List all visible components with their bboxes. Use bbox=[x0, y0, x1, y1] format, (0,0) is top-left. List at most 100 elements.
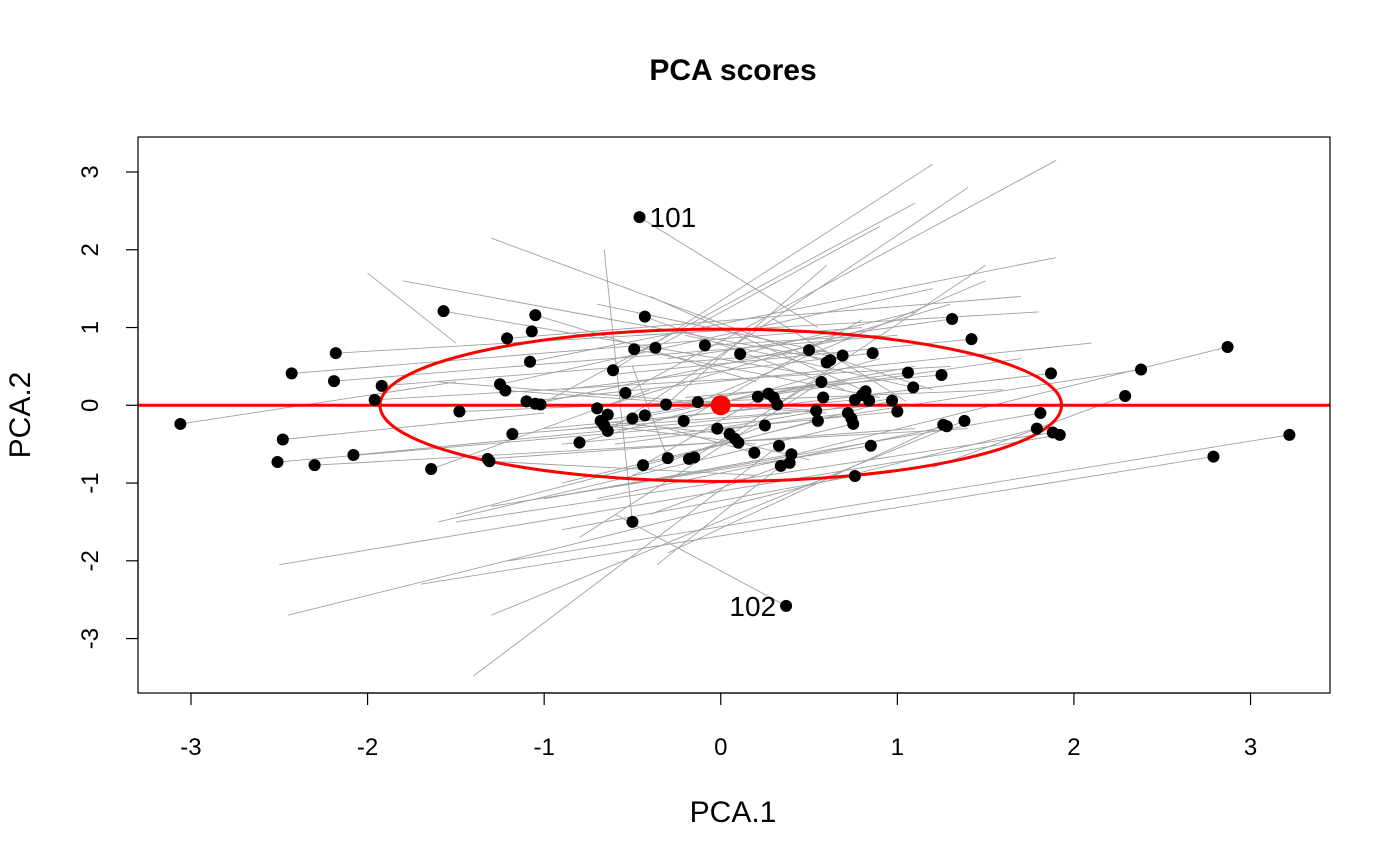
data-point bbox=[638, 310, 651, 323]
data-point bbox=[276, 433, 289, 446]
data-point bbox=[863, 394, 876, 407]
segment-line bbox=[507, 295, 1021, 339]
data-point bbox=[368, 393, 381, 406]
data-point bbox=[308, 459, 321, 472]
segment-line bbox=[808, 369, 1142, 422]
x-tick-label: -1 bbox=[533, 734, 554, 761]
x-tick-label: 3 bbox=[1244, 734, 1257, 761]
data-point bbox=[848, 470, 861, 483]
segment-line bbox=[438, 423, 854, 523]
data-point bbox=[347, 449, 360, 462]
x-tick-label: -2 bbox=[357, 734, 378, 761]
segment-line bbox=[489, 460, 757, 476]
segment-line bbox=[455, 432, 1053, 523]
data-point bbox=[628, 343, 641, 356]
data-point bbox=[529, 309, 542, 322]
segment-line bbox=[579, 372, 1052, 430]
segment-line bbox=[649, 462, 790, 515]
points-layer bbox=[174, 211, 1296, 612]
y-tick-label: 0 bbox=[77, 399, 104, 412]
segment-line bbox=[529, 257, 1057, 363]
data-point bbox=[601, 424, 614, 437]
segment-line bbox=[561, 420, 818, 484]
data-point bbox=[271, 456, 284, 469]
data-point bbox=[607, 364, 620, 377]
y-axis: -3 -2 -1 0 1 2 3 bbox=[77, 165, 139, 649]
segment-line bbox=[535, 314, 757, 383]
data-point bbox=[660, 398, 673, 411]
data-point bbox=[965, 333, 978, 346]
data-point bbox=[691, 396, 704, 409]
y-tick-label: 2 bbox=[77, 243, 104, 256]
segment-line bbox=[704, 334, 880, 346]
y-tick-label: 3 bbox=[77, 165, 104, 178]
data-point bbox=[1207, 450, 1220, 463]
segment-line bbox=[932, 395, 1126, 468]
x-axis: -3 -2 -1 0 1 2 3 bbox=[180, 692, 1257, 761]
data-point bbox=[940, 420, 953, 433]
data-point bbox=[866, 347, 879, 360]
data-point bbox=[499, 384, 512, 397]
data-point bbox=[649, 341, 662, 354]
data-point bbox=[935, 368, 948, 381]
data-point bbox=[815, 375, 828, 388]
segment-line bbox=[381, 350, 827, 387]
segment-line bbox=[597, 420, 730, 435]
data-point bbox=[734, 347, 747, 360]
x-tick-label: 0 bbox=[714, 734, 727, 761]
data-point bbox=[534, 398, 547, 411]
data-point bbox=[688, 451, 701, 464]
data-point bbox=[425, 463, 438, 476]
data-point bbox=[1119, 389, 1132, 402]
data-point bbox=[174, 417, 187, 430]
data-point bbox=[1135, 363, 1148, 376]
data-point bbox=[751, 390, 764, 403]
data-point bbox=[859, 385, 872, 398]
data-point bbox=[771, 398, 784, 411]
segment-line bbox=[614, 513, 787, 607]
data-point bbox=[748, 446, 761, 459]
data-point bbox=[638, 409, 651, 422]
segment-line bbox=[491, 445, 871, 507]
data-point bbox=[483, 455, 496, 468]
data-point bbox=[626, 515, 639, 528]
x-tick-label: 2 bbox=[1067, 734, 1080, 761]
y-tick-label: -1 bbox=[77, 472, 104, 493]
data-point bbox=[803, 344, 816, 357]
data-point bbox=[633, 211, 646, 224]
segment-line bbox=[420, 456, 1214, 585]
data-point bbox=[958, 414, 971, 427]
data-point bbox=[506, 428, 519, 441]
data-point bbox=[824, 354, 837, 367]
segment-line bbox=[561, 352, 873, 391]
confidence-ellipse bbox=[378, 327, 1064, 483]
data-point bbox=[810, 404, 823, 417]
segment-line bbox=[667, 428, 755, 454]
data-point bbox=[836, 349, 849, 362]
data-point bbox=[329, 347, 342, 360]
data-point bbox=[1030, 422, 1043, 435]
data-point bbox=[661, 452, 674, 465]
segment-line bbox=[544, 453, 792, 500]
segment-line bbox=[614, 338, 972, 375]
data-point bbox=[1034, 407, 1047, 420]
segment-line bbox=[279, 434, 1060, 566]
point-label: 101 bbox=[650, 202, 697, 233]
segment-line bbox=[499, 288, 933, 385]
segment-line bbox=[697, 280, 986, 403]
data-point bbox=[285, 367, 298, 380]
segment-line bbox=[540, 202, 916, 405]
segment-line bbox=[632, 425, 766, 476]
data-point bbox=[907, 381, 920, 394]
segment-line bbox=[773, 346, 1228, 461]
center-point bbox=[710, 395, 731, 416]
y-tick-label: -2 bbox=[77, 550, 104, 571]
data-point bbox=[758, 419, 771, 432]
segment-line bbox=[374, 365, 951, 401]
data-point bbox=[525, 325, 538, 338]
segment-line bbox=[777, 264, 986, 405]
data-point bbox=[886, 394, 899, 407]
data-point bbox=[901, 366, 914, 379]
x-axis-title: PCA.1 bbox=[690, 796, 777, 829]
